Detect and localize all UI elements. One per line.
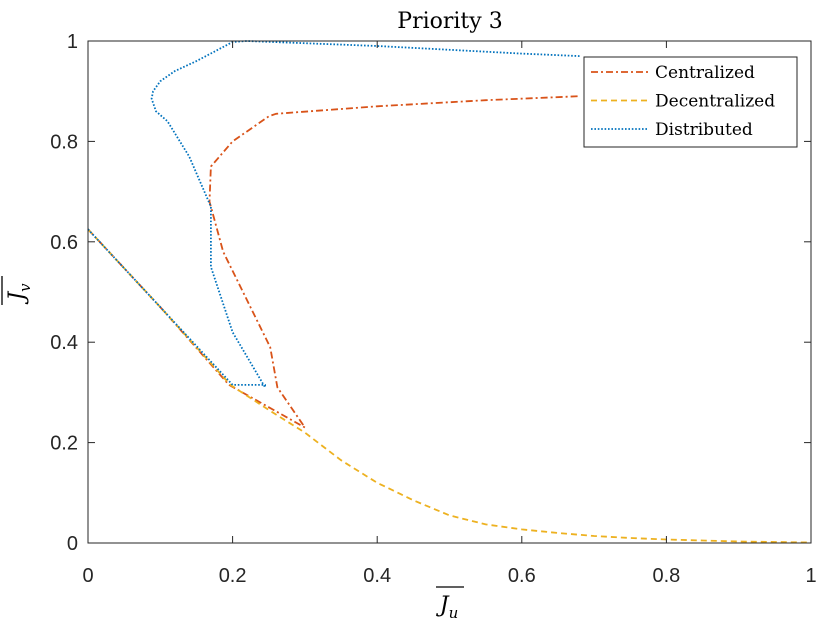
x-tick-label: 0.4 — [363, 565, 391, 587]
legend-label-centralized: Centralized — [655, 63, 755, 83]
x-tick-label: 0.2 — [219, 565, 247, 587]
x-tick-label: 1 — [805, 565, 816, 587]
y-tick-label: 0 — [67, 533, 78, 555]
y-axis-label: Jv — [5, 283, 34, 305]
y-tick-label: 0.2 — [50, 433, 78, 455]
y-axis-label-main: J — [5, 291, 30, 305]
x-tick-label: 0 — [82, 565, 93, 587]
series-line-decentralized — [87, 228, 812, 544]
legend-box — [583, 56, 798, 148]
y-axis-label-group: Jv — [1, 276, 34, 305]
ticks-layer: 0 0.2 0.4 0.6 0.8 1 0 0.2 0.4 0.6 0.8 1 — [50, 31, 816, 587]
y-tick-label: 1 — [67, 31, 78, 53]
y-tick-label: 0.8 — [50, 131, 78, 153]
y-axis-label-sub: v — [16, 283, 34, 292]
y-tick-label: 0.6 — [50, 232, 78, 254]
x-axis-label-sub: u — [449, 604, 459, 622]
y-tick-label: 0.4 — [50, 332, 78, 354]
chart-title: Priority 3 — [397, 9, 502, 34]
legend-label-distributed: Distributed — [655, 120, 753, 140]
legend-label-decentralized: Decentralized — [655, 92, 775, 112]
x-tick-label: 0.6 — [508, 565, 536, 587]
series-line-distributed — [87, 40, 580, 389]
x-axis-label: Ju — [436, 593, 459, 622]
legend: Centralized Decentralized Distributed — [583, 56, 798, 148]
series-line-centralized — [87, 95, 580, 429]
x-tick-label: 0.8 — [652, 565, 680, 587]
x-axis-label-main: J — [436, 593, 450, 618]
axes-box — [87, 40, 812, 544]
